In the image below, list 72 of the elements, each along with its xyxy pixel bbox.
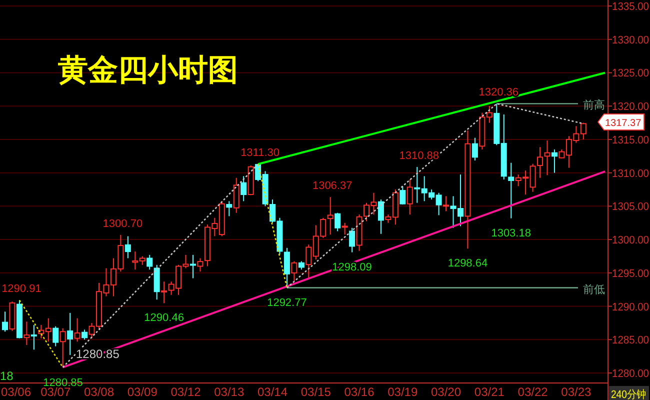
y-tick-label: 1285.00 xyxy=(612,334,650,347)
candlestick xyxy=(67,312,74,356)
candlestick xyxy=(52,326,59,347)
annotation: 1311.30 xyxy=(240,147,280,160)
candlestick xyxy=(349,227,356,253)
annotation: 1303.18 xyxy=(491,227,531,240)
y-tick-label: 1325.00 xyxy=(612,68,650,80)
x-tick-label: 03/20 xyxy=(431,385,462,399)
x-tick-label: 03/09 xyxy=(127,385,158,399)
x-tick-label: 03/08 xyxy=(84,385,114,399)
annotation: 1290.46 xyxy=(144,312,184,324)
y-tick-label: 1290.00 xyxy=(612,301,650,314)
candlestick xyxy=(124,236,131,259)
x-tick-label: 03/13 xyxy=(214,385,244,399)
x-tick-label: 03/06 xyxy=(0,385,32,399)
candlestick xyxy=(30,324,37,350)
x-tick-label: 03/07 xyxy=(40,385,71,399)
text: 黄金四小时图 xyxy=(58,54,238,87)
candlestick xyxy=(284,247,290,288)
y-tick-label: 1305.00 xyxy=(612,201,650,214)
annotation: 1298.64 xyxy=(448,258,488,270)
y-tick-label: 1320.00 xyxy=(612,101,650,114)
x-tick-label: 03/16 xyxy=(344,385,375,399)
candlestick xyxy=(82,329,88,340)
x-tick-label: 03/23 xyxy=(561,385,592,399)
ref-line-label: 前高 xyxy=(583,98,605,112)
annotation: 1290.91 xyxy=(2,283,42,296)
candlestick xyxy=(334,212,341,232)
annotation: 1306.37 xyxy=(312,180,352,192)
y-tick-label: 1280.00 xyxy=(612,368,650,380)
x-tick-label: 03/12 xyxy=(170,385,202,399)
candlestick xyxy=(443,196,450,212)
y-tick-label: 1315.00 xyxy=(612,134,650,146)
candlestick xyxy=(472,137,478,161)
x-tick-label: 03/19 xyxy=(388,385,418,399)
annotation: 1300.70 xyxy=(102,218,143,230)
text: 240分钟 xyxy=(611,389,650,400)
candlestick xyxy=(291,260,298,282)
candlestick xyxy=(24,321,30,346)
annotation: 1317.37 xyxy=(605,118,642,129)
candlestick xyxy=(146,254,153,270)
x-tick-label: 03/15 xyxy=(300,385,332,399)
x-tick-label: 03/22 xyxy=(518,385,548,399)
candlestick xyxy=(508,162,514,219)
candlestick xyxy=(197,258,204,272)
candlestick xyxy=(327,196,334,236)
y-tick-label: 1300.00 xyxy=(612,234,650,247)
candlestick xyxy=(342,222,348,236)
candlestick xyxy=(400,186,406,206)
candlestick xyxy=(226,200,232,217)
candlestick xyxy=(544,140,550,176)
candlestick xyxy=(378,199,384,234)
candlestick xyxy=(190,254,196,279)
candlestick xyxy=(154,264,160,300)
y-tick-label: 1295.00 xyxy=(612,268,650,280)
y-tick-label: 1310.00 xyxy=(612,168,650,180)
annotation: 1320.36 xyxy=(478,86,519,99)
annotation: 1310.88 xyxy=(399,150,439,162)
candlestick xyxy=(2,311,8,332)
annotation: 18 xyxy=(0,369,14,383)
candlestick xyxy=(60,328,66,368)
ref-line-label: 前低 xyxy=(583,284,605,296)
candlestick xyxy=(406,178,413,216)
x-tick-label: 03/21 xyxy=(474,385,505,399)
y-tick-label: 1335.00 xyxy=(612,1,650,14)
candlestick xyxy=(74,318,80,342)
candlestick xyxy=(233,177,240,214)
candlestick xyxy=(551,148,558,174)
annotation: 1292.77 xyxy=(267,296,307,309)
candlestick xyxy=(240,176,247,202)
y-tick-label: 1330.00 xyxy=(612,34,650,46)
x-tick-label: 03/14 xyxy=(257,385,288,399)
